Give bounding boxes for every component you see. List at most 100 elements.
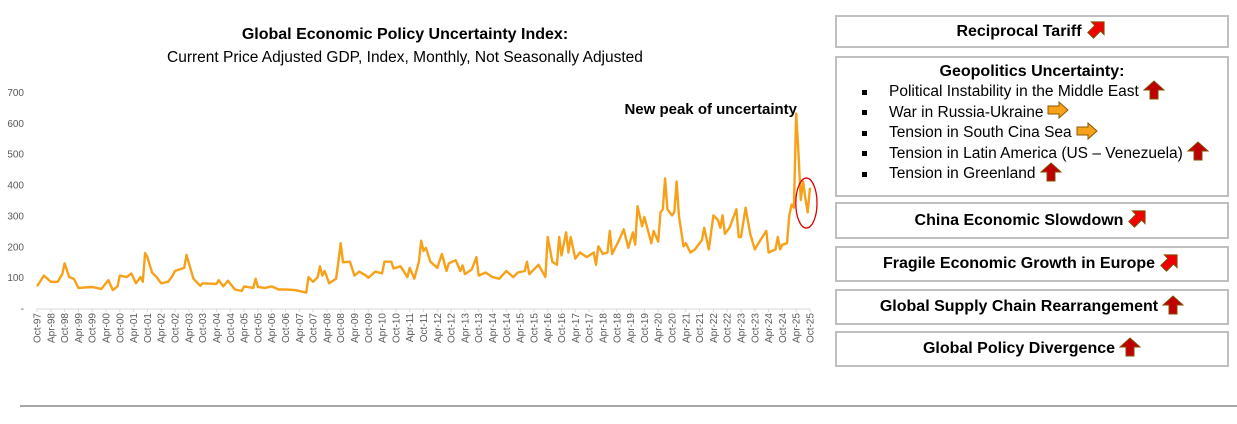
x-tick-label: Apr-09 bbox=[350, 313, 361, 343]
series-line bbox=[35, 112, 812, 294]
arrow-right-icon bbox=[1072, 121, 1098, 145]
y-tick-label: 300 bbox=[7, 211, 24, 222]
x-tick-label: Apr-99 bbox=[74, 313, 85, 343]
arrow-up-icon bbox=[1115, 336, 1142, 362]
chart-title: Global Economic Policy Uncertainty Index… bbox=[241, 26, 569, 43]
x-tick-label: Oct-00 bbox=[115, 313, 126, 343]
x-tick-label: Oct-24 bbox=[778, 313, 789, 343]
uncertainty-line-chart: - 100 200 300 400 500 600 700 Oct-97 Apr-98 Oct-98… bbox=[7, 88, 818, 343]
x-tick-label: Apr-05 bbox=[240, 313, 251, 343]
policy-divergence-label: Global Policy Divergence bbox=[922, 340, 1116, 357]
x-tick-label: Oct-06 bbox=[281, 313, 292, 343]
geopolitics-list: Political Instability in the Middle East… bbox=[837, 80, 1227, 187]
x-tick-label: Oct-97 bbox=[33, 313, 44, 343]
x-tick-label: Apr-07 bbox=[295, 313, 306, 343]
item-label: Political Instability in the Middle East bbox=[889, 83, 1139, 101]
arrow-up-icon bbox=[1158, 294, 1185, 320]
x-tick-label: Oct-11 bbox=[419, 313, 430, 343]
bullet-icon bbox=[862, 151, 867, 157]
reciprocal-tariff-label: Reciprocal Tariff bbox=[956, 22, 1082, 40]
x-tick-label: Apr-21 bbox=[681, 313, 692, 343]
x-tick-label: Oct-25 bbox=[806, 313, 817, 343]
x-tick-label: Apr-16 bbox=[543, 313, 554, 343]
y-tick-label: 100 bbox=[7, 273, 24, 284]
china-slowdown-label: China Economic Slowdown bbox=[914, 211, 1124, 229]
x-tick-label: Oct-09 bbox=[364, 313, 375, 343]
x-tick-label: Apr-17 bbox=[571, 313, 582, 343]
x-tick-label: Oct-20 bbox=[667, 313, 678, 343]
bullet-icon bbox=[862, 110, 867, 116]
x-tick-label: Apr-11 bbox=[405, 313, 416, 343]
x-tick-label: Apr-02 bbox=[157, 313, 168, 343]
x-tick-label: Oct-22 bbox=[723, 313, 734, 343]
list-item: War in Russia-Ukraine bbox=[837, 101, 1227, 124]
y-tick-label: 200 bbox=[7, 242, 24, 253]
x-tick-label: Apr-24 bbox=[764, 313, 775, 343]
bullet-icon bbox=[862, 89, 867, 95]
x-tick-label: Oct-99 bbox=[88, 313, 99, 343]
list-item: Political Instability in the Middle East bbox=[837, 80, 1227, 105]
x-tick-label: Apr-01 bbox=[129, 313, 140, 343]
y-tick-label: - bbox=[21, 304, 24, 315]
y-tick-label: 600 bbox=[7, 119, 24, 130]
x-tick-label: Apr-03 bbox=[184, 313, 195, 343]
list-item: Tension in South Cina Sea bbox=[837, 121, 1227, 145]
x-tick-label: Apr-10 bbox=[378, 313, 389, 343]
arrow-diagonal-up-icon bbox=[1082, 19, 1108, 44]
x-tick-label: Oct-08 bbox=[336, 313, 347, 343]
x-tick-label: Apr-25 bbox=[792, 313, 803, 343]
x-tick-label: Oct-05 bbox=[253, 313, 264, 343]
europe-growth-label: Fragile Economic Growth in Europe bbox=[882, 255, 1156, 272]
x-tick-label: Apr-08 bbox=[322, 313, 333, 343]
y-tick-label: 700 bbox=[7, 88, 24, 99]
arrow-right-icon bbox=[1043, 101, 1070, 124]
x-tick-label: Oct-18 bbox=[612, 313, 623, 343]
x-tick-label: Apr-98 bbox=[46, 313, 57, 343]
x-tick-label: Apr-23 bbox=[736, 313, 747, 343]
bullet-icon bbox=[862, 130, 867, 136]
x-tick-label: Apr-13 bbox=[460, 313, 471, 343]
x-tick-label: Apr-19 bbox=[626, 313, 637, 343]
x-tick-label: Oct-07 bbox=[309, 313, 320, 343]
highlight-ellipse bbox=[795, 177, 818, 229]
arrow-up-icon bbox=[1183, 141, 1210, 166]
x-tick-label: Oct-98 bbox=[60, 313, 71, 343]
x-tick-label: Oct-13 bbox=[474, 313, 485, 343]
x-tick-label: Apr-12 bbox=[433, 313, 444, 343]
reciprocal-tariff-box: Reciprocal Tariff bbox=[835, 15, 1229, 48]
divider-line bbox=[20, 405, 1237, 407]
china-slowdown-box: China Economic Slowdown bbox=[835, 202, 1229, 239]
x-tick-label: Apr-22 bbox=[709, 313, 720, 343]
x-tick-label: Apr-00 bbox=[102, 313, 113, 343]
x-tick-label: Oct-17 bbox=[585, 313, 596, 343]
x-tick-label: Oct-23 bbox=[750, 313, 761, 343]
supply-chain-box: Global Supply Chain Rearrangement bbox=[835, 289, 1229, 325]
list-item: Tension in Greenland bbox=[837, 162, 1227, 187]
x-tick-label: Oct-16 bbox=[557, 313, 568, 343]
x-tick-label: Oct-21 bbox=[695, 313, 706, 343]
x-tick-label: Apr-15 bbox=[516, 313, 527, 343]
y-tick-label: 400 bbox=[7, 181, 24, 192]
chart-subtitle: Current Price Adjusted GDP, Index, Month… bbox=[167, 49, 643, 66]
x-tick-label: Oct-01 bbox=[143, 313, 154, 343]
geopolitics-heading: Geopolitics Uncertainty: bbox=[939, 63, 1125, 80]
y-tick-label: 500 bbox=[7, 150, 24, 161]
x-tick-label: Oct-19 bbox=[640, 313, 651, 343]
policy-divergence-box: Global Policy Divergence bbox=[835, 331, 1229, 367]
list-item: Tension in Latin America (US – Venezuela… bbox=[837, 141, 1227, 166]
europe-growth-box: Fragile Economic Growth in Europe bbox=[835, 246, 1229, 282]
x-tick-label: Apr-20 bbox=[654, 313, 665, 343]
x-tick-label: Apr-14 bbox=[488, 313, 499, 343]
x-tick-label: Apr-18 bbox=[598, 313, 609, 343]
item-label: Tension in South Cina Sea bbox=[889, 124, 1072, 142]
x-tick-label: Oct-02 bbox=[171, 313, 182, 343]
x-tick-label: Oct-04 bbox=[226, 313, 237, 343]
x-tick-label: Oct-10 bbox=[391, 313, 402, 343]
arrow-up-icon bbox=[1036, 162, 1062, 187]
arrow-up-icon bbox=[1139, 80, 1166, 105]
x-tick-label: Oct-14 bbox=[502, 313, 513, 343]
x-tick-label: Oct-03 bbox=[198, 313, 209, 343]
arrow-diagonal-up-icon bbox=[1155, 252, 1181, 277]
x-tick-label: Oct-15 bbox=[529, 313, 540, 343]
